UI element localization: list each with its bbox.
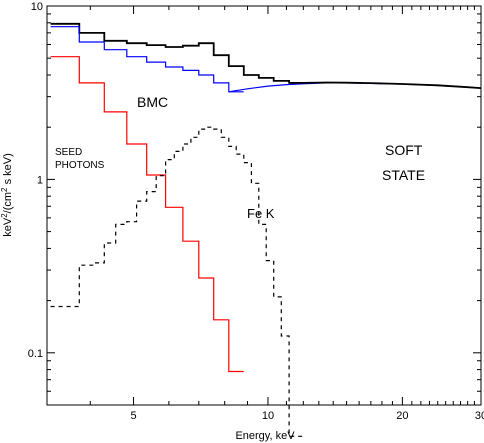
series-fe_k-line (50, 126, 304, 437)
seed-photons-annotation-line2: PHOTONS (55, 160, 105, 171)
fe-k-annotation: Fe K (247, 206, 275, 221)
seed-photons-annotation-line1: SEED (55, 147, 82, 158)
soft-state-annotation-line1: SOFT (385, 142, 423, 158)
series-bmc-line (50, 26, 244, 93)
x-tick-label: 10 (262, 410, 274, 422)
soft-state-annotation-line2: STATE (382, 167, 425, 183)
plot-frame (46, 5, 482, 406)
x-tick-label: 30 (475, 410, 484, 422)
y-axis-label: keV2/(cm2 s keV) (0, 153, 14, 237)
series-total_tail-line (289, 81, 482, 89)
axis-ticks: 5 10 20 30 0.1 1 10 (28, 1, 484, 422)
x-tick-label: 5 (130, 410, 136, 422)
plot-lines (50, 22, 482, 437)
x-tick-label: 20 (396, 410, 408, 422)
x-axis-label: Energy, keV (235, 430, 295, 442)
y-tick-label: 1 (37, 174, 43, 186)
bmc-annotation: BMC (137, 94, 168, 110)
series-total-line (50, 22, 304, 84)
series-seed_photons-line (50, 56, 244, 373)
series-bmc_smooth-line (228, 82, 482, 93)
y-tick-label: 0.1 (28, 348, 43, 360)
y-tick-label: 10 (31, 1, 43, 13)
